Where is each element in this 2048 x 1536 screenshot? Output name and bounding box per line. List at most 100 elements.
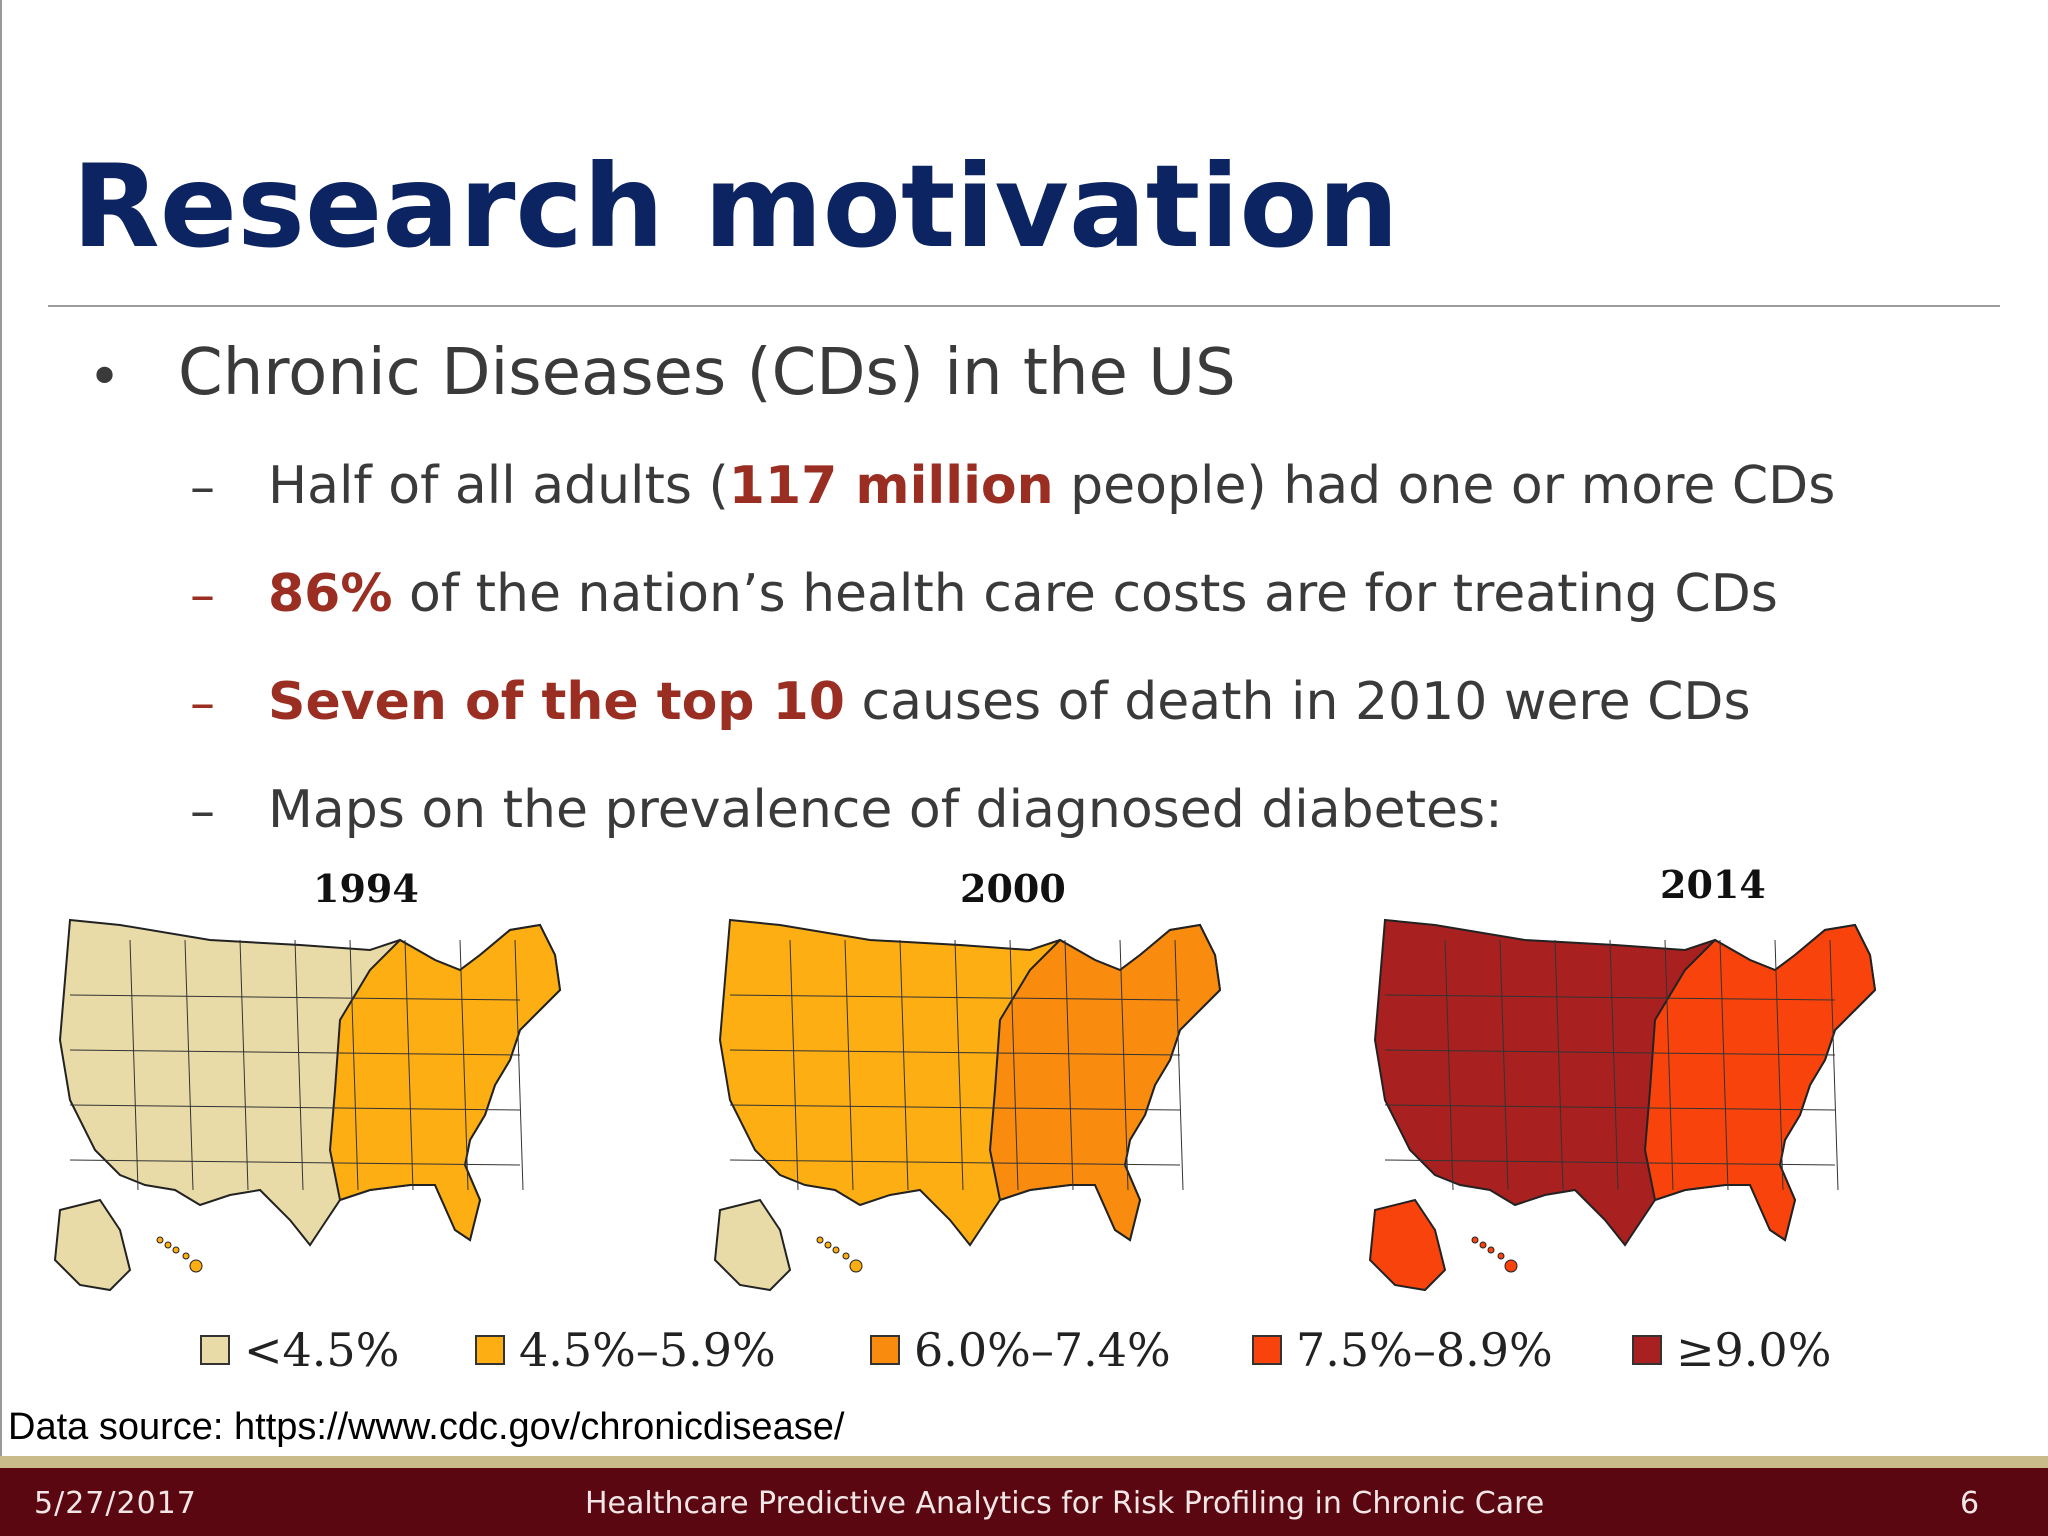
data-source: Data source: https://www.cdc.gov/chronic… [8, 1406, 845, 1448]
legend-swatch-3 [870, 1335, 900, 1365]
map-legend: <4.5% 4.5%–5.9% 6.0%–7.4% 7.5%–8.9% ≥9.0… [0, 1320, 2048, 1380]
map-state-border [1009, 939, 1019, 1191]
map-hawaii-island [182, 1252, 190, 1260]
map-state-border [129, 939, 139, 1191]
map-east-region [988, 923, 1222, 1242]
map-hawaii-island [189, 1259, 203, 1273]
map-hawaii-island [1497, 1252, 1505, 1260]
map-alaska [1368, 1198, 1447, 1292]
subpoint-dash-4: – [190, 782, 215, 840]
map-hawaii-island [824, 1241, 832, 1249]
subpoint-dash-3: – [190, 674, 215, 732]
slide-left-edge [0, 0, 2, 1536]
map-hawaii-island [164, 1241, 172, 1249]
legend-item-5: ≥9.0% [1632, 1320, 1831, 1380]
footer-date: 5/27/2017 [34, 1486, 197, 1521]
subpoint-3-post: causes of death in 2010 were CDs [844, 672, 1751, 732]
map-east-region [328, 923, 562, 1242]
subpoint-4-text: Maps on the prevalence of diagnosed diab… [268, 780, 1503, 840]
map-state-border [404, 939, 414, 1191]
bullet-marker: • [88, 345, 122, 410]
legend-label-2: 4.5%–5.9% [519, 1323, 776, 1377]
map-state-border [729, 994, 1181, 1001]
map-state-border [1064, 939, 1074, 1191]
map-hawaii-island [832, 1246, 840, 1254]
map-state-border [729, 1104, 1181, 1111]
map-state-border [729, 1049, 1181, 1056]
legend-swatch-2 [475, 1335, 505, 1365]
map-hawaii-island [172, 1246, 180, 1254]
subpoint-3: Seven of the top 10 causes of death in 2… [268, 672, 1751, 732]
map-state-border [69, 994, 521, 1001]
map-state-border [294, 939, 304, 1191]
footer-title: Healthcare Predictive Analytics for Risk… [585, 1486, 1545, 1521]
map-state-border [1774, 939, 1784, 1191]
legend-item-2: 4.5%–5.9% [475, 1320, 776, 1380]
map-alaska [53, 1198, 132, 1292]
subpoint-1-highlight: 117 million [728, 456, 1054, 516]
legend-label-1: <4.5% [244, 1323, 400, 1377]
legend-label-5: ≥9.0% [1676, 1323, 1832, 1377]
map-state-border [844, 939, 854, 1191]
title-divider [48, 305, 2000, 307]
us-map-2000 [713, 918, 1222, 1292]
map-state-border [1384, 1159, 1836, 1166]
us-map-2014 [1368, 918, 1877, 1292]
map-hawaii-island [1487, 1246, 1495, 1254]
subpoint-2: 86% of the nation’s health care costs ar… [268, 564, 1778, 624]
subpoint-1: Half of all adults (117 million people) … [268, 456, 1836, 516]
map-state-border [69, 1049, 521, 1056]
map-state-border [1174, 939, 1184, 1191]
legend-swatch-1 [200, 1335, 230, 1365]
subpoint-2-highlight: 86% [268, 564, 393, 624]
map-state-border [514, 939, 524, 1191]
map-state-border [459, 939, 469, 1191]
map-hawaii-island [1479, 1241, 1487, 1249]
legend-label-3: 6.0%–7.4% [914, 1323, 1171, 1377]
map-state-border [789, 939, 799, 1191]
map-state-border [1609, 939, 1619, 1191]
map-state-border [349, 939, 359, 1191]
legend-swatch-5 [1632, 1335, 1662, 1365]
legend-label-4: 7.5%–8.9% [1296, 1323, 1553, 1377]
subpoint-dash-1: – [190, 458, 215, 516]
legend-item-4: 7.5%–8.9% [1252, 1320, 1553, 1380]
map-alaska [713, 1198, 792, 1292]
footer-accent-band [0, 1456, 2048, 1468]
subpoint-dash-2: – [190, 566, 215, 624]
map-state-border [1719, 939, 1729, 1191]
us-map-1994 [53, 918, 562, 1292]
subpoint-1-post: people) had one or more CDs [1053, 456, 1836, 516]
map-state-border [1664, 939, 1674, 1191]
map-state-border [1829, 939, 1839, 1191]
slide-footer: 5/27/2017 Healthcare Predictive Analytic… [0, 1468, 2048, 1536]
map-hawaii-island [816, 1236, 824, 1244]
diabetes-maps: 1994 2000 2014 [0, 860, 2048, 1300]
map-hawaii-island [1471, 1236, 1479, 1244]
map-state-border [239, 939, 249, 1191]
legend-item-3: 6.0%–7.4% [870, 1320, 1171, 1380]
map-state-border [899, 939, 909, 1191]
map-year-1994: 1994 [313, 866, 419, 911]
legend-swatch-4 [1252, 1335, 1282, 1365]
map-state-border [1119, 939, 1129, 1191]
legend-item-1: <4.5% [200, 1320, 399, 1380]
map-state-border [69, 1104, 521, 1111]
subpoint-3-highlight: Seven of the top 10 [268, 672, 845, 732]
map-state-border [69, 1159, 521, 1166]
map-state-border [1384, 994, 1836, 1001]
map-state-border [1384, 1104, 1836, 1111]
map-state-border [184, 939, 194, 1191]
subpoint-2-post: of the nation’s health care costs are fo… [392, 564, 1778, 624]
subpoint-4: Maps on the prevalence of diagnosed diab… [268, 780, 1503, 840]
map-hawaii-island [842, 1252, 850, 1260]
map-state-border [1554, 939, 1564, 1191]
map-state-border [729, 1159, 1181, 1166]
footer-page-number: 6 [1960, 1486, 1980, 1521]
map-hawaii-island [156, 1236, 164, 1244]
map-hawaii-island [1504, 1259, 1518, 1273]
main-bullet: Chronic Diseases (CDs) in the US [178, 336, 1236, 410]
map-state-border [1499, 939, 1509, 1191]
map-state-border [954, 939, 964, 1191]
